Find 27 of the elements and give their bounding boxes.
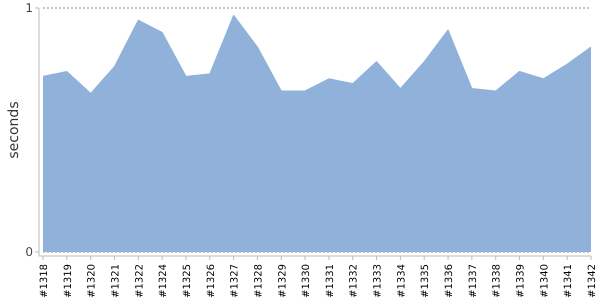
x-tick-label: #1318 bbox=[39, 264, 50, 298]
x-tick-label: #1326 bbox=[206, 264, 217, 298]
x-tick-label: #1330 bbox=[301, 264, 312, 298]
x-tick-label: #1336 bbox=[444, 264, 456, 298]
x-tick-label: #1322 bbox=[134, 264, 146, 298]
x-tick-label: #1341 bbox=[563, 264, 574, 298]
y-tick-label: 1 bbox=[25, 1, 33, 16]
x-tick-label: #1340 bbox=[539, 264, 550, 298]
x-tick-label: #1335 bbox=[420, 264, 432, 298]
y-tick-label: 0 bbox=[25, 245, 33, 260]
x-tick-label: #1339 bbox=[516, 264, 527, 298]
x-tick-label: #1342 bbox=[587, 264, 598, 298]
x-tick-label: #1331 bbox=[324, 264, 336, 298]
x-tick-label: #1329 bbox=[277, 264, 288, 298]
x-tick-label: #1333 bbox=[372, 264, 384, 298]
x-tick-label: #1325 bbox=[182, 264, 193, 298]
x-tick-label: #1337 bbox=[468, 264, 479, 298]
x-tick-label: #1319 bbox=[62, 264, 74, 298]
x-tick-label: #1334 bbox=[396, 264, 408, 298]
x-tick-label: #1320 bbox=[86, 264, 98, 298]
y-axis-title: seconds bbox=[6, 101, 22, 159]
x-tick-label: #1327 bbox=[230, 264, 241, 298]
x-tick-label: #1324 bbox=[158, 264, 170, 298]
x-tick-label: #1321 bbox=[110, 264, 122, 298]
x-tick-label: #1332 bbox=[348, 264, 360, 298]
x-tick-label: #1328 bbox=[253, 264, 264, 298]
x-tick-label: #1338 bbox=[492, 264, 503, 298]
